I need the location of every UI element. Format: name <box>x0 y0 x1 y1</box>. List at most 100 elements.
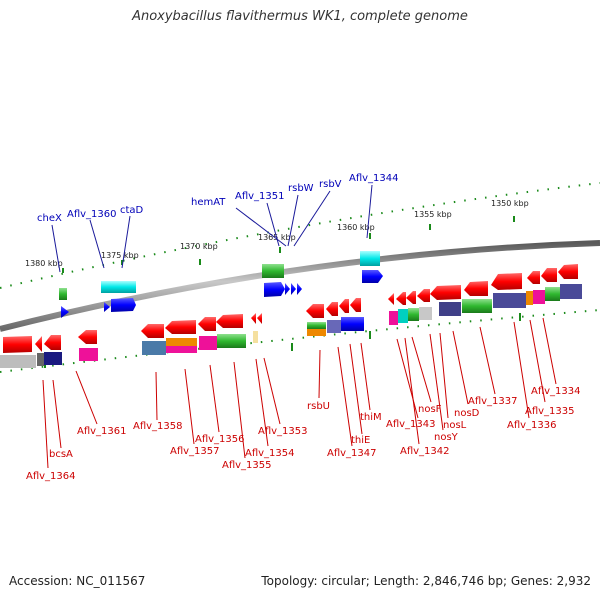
gene-arrow <box>3 336 32 353</box>
feature-block <box>462 299 492 313</box>
gene-arrow <box>350 298 361 312</box>
gene-arrow <box>264 282 285 297</box>
genome-stats-text: Topology: circular; Length: 2,846,746 bp… <box>261 574 591 588</box>
lower-tick-track <box>0 309 600 373</box>
gene-arrow <box>491 273 522 290</box>
feature-block <box>217 334 246 348</box>
gene-label-bottom[interactable]: Aflv_1361 <box>77 426 127 437</box>
feature-block <box>37 353 44 366</box>
gene-label-bottom[interactable]: Aflv_1337 <box>468 396 518 407</box>
feature-block <box>262 264 284 278</box>
gene-arrow <box>216 314 243 328</box>
gene-label-bottom[interactable]: Aflv_1347 <box>327 448 377 459</box>
feature-block <box>545 287 560 301</box>
feature-block <box>253 331 258 343</box>
gene-label-top[interactable]: rsbV <box>319 179 342 190</box>
tick-label: 1355 kbp <box>414 210 452 219</box>
genome-title: Anoxybacillus flavithermus WK1, complete… <box>132 9 468 24</box>
gene-arrow <box>257 313 262 324</box>
accession-text: Accession: NC_011567 <box>9 574 146 588</box>
gene-arrow <box>362 270 383 283</box>
gene-label-bottom[interactable]: Aflv_1356 <box>195 434 245 445</box>
gene-arrow <box>285 283 290 295</box>
gene-arrow <box>430 285 461 300</box>
gene-arrow <box>417 289 430 302</box>
gene-label-bottom[interactable]: Aflv_1335 <box>525 406 575 417</box>
bottom-leader-lines <box>42 317 557 469</box>
gene-label-bottom[interactable]: Aflv_1358 <box>133 421 183 432</box>
gene-arrow <box>297 283 302 295</box>
gene-arrow <box>141 324 164 338</box>
gene-label-bottom[interactable]: Aflv_1353 <box>258 426 308 437</box>
feature-block <box>101 281 136 293</box>
gene-arrow <box>558 264 578 279</box>
gene-arrow <box>35 336 42 352</box>
gene-arrow <box>198 317 216 331</box>
gene-label-top[interactable]: hemAT <box>191 197 226 208</box>
gene-arrow <box>291 283 296 295</box>
gene-label-bottom[interactable]: Aflv_1343 <box>386 419 436 430</box>
gene-label-bottom[interactable]: Aflv_1354 <box>245 448 295 459</box>
gene-label-bottom[interactable]: Aflv_1334 <box>531 386 581 397</box>
feature-block <box>341 317 364 331</box>
feature-block <box>79 348 98 361</box>
reverse-features <box>0 264 582 368</box>
gene-label-bottom[interactable]: Aflv_1342 <box>400 446 450 457</box>
feature-block <box>59 288 67 300</box>
gene-arrow <box>541 268 557 282</box>
gene-arrow <box>396 292 406 305</box>
feature-block <box>307 322 326 329</box>
feature-block <box>166 338 197 346</box>
feature-block <box>199 336 217 350</box>
gene-label-bottom[interactable]: nosF <box>418 404 442 415</box>
gene-arrow <box>306 304 324 318</box>
gene-label-bottom[interactable]: thiM <box>360 412 382 423</box>
gene-label-top[interactable]: cheX <box>37 213 62 224</box>
tick-label: 1370 kbp <box>180 242 218 251</box>
gene-arrow <box>406 291 416 304</box>
forward-features <box>59 251 383 318</box>
gene-arrow <box>78 330 97 344</box>
tick-label: 1375 kbp <box>101 251 139 260</box>
feature-block <box>0 355 36 368</box>
gene-arrow <box>388 293 394 305</box>
gene-label-top[interactable]: ctaD <box>120 205 144 216</box>
top-leader-lines <box>51 184 373 273</box>
gene-label-bottom[interactable]: Aflv_1355 <box>222 460 272 471</box>
gene-arrow <box>104 302 110 312</box>
gene-label-bottom[interactable]: Aflv_1357 <box>170 446 220 457</box>
gene-label-bottom[interactable]: nosL <box>443 420 467 431</box>
gene-label-bottom[interactable]: rsbU <box>307 401 330 412</box>
gene-arrow <box>111 298 136 312</box>
tick-label: 1360 kbp <box>337 223 375 232</box>
gene-label-bottom[interactable]: Aflv_1336 <box>507 420 557 431</box>
feature-block <box>408 308 419 321</box>
feature-block <box>526 291 533 305</box>
gene-arrow <box>326 302 338 316</box>
genome-backbone <box>0 240 600 332</box>
gene-arrow <box>251 313 256 324</box>
gene-label-top[interactable]: rsbW <box>288 183 314 194</box>
feature-block <box>533 290 545 304</box>
gene-label-bottom[interactable]: thiE <box>351 435 370 446</box>
gene-label-top[interactable]: Aflv_1360 <box>67 209 117 220</box>
gene-label-top[interactable]: Aflv_1344 <box>349 173 399 184</box>
gene-label-top[interactable]: Aflv_1351 <box>235 191 285 202</box>
gene-label-bottom[interactable]: Aflv_1364 <box>26 471 76 482</box>
tick-label: 1350 kbp <box>491 199 529 208</box>
gene-label-bottom[interactable]: bcsA <box>49 449 73 460</box>
gene-label-bottom[interactable]: nosY <box>434 432 459 443</box>
feature-block <box>142 341 166 355</box>
feature-block <box>327 320 341 333</box>
feature-block <box>439 302 461 316</box>
feature-block <box>389 311 398 325</box>
feature-block <box>419 307 432 320</box>
gene-arrow <box>61 306 69 318</box>
gene-label-bottom[interactable]: nosD <box>454 408 480 419</box>
gene-arrow <box>527 271 540 284</box>
feature-block <box>560 284 582 299</box>
gene-arrow <box>339 299 349 313</box>
feature-block <box>307 329 326 336</box>
feature-block <box>493 293 526 308</box>
